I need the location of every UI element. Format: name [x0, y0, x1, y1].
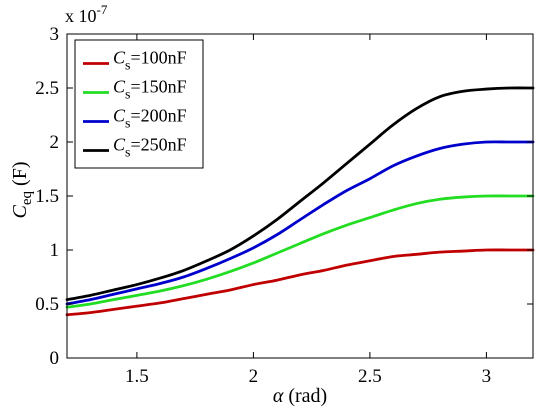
series-line-2: [65, 194, 535, 309]
legend-entry-1: Cs=100nF: [83, 48, 187, 74]
x-axis-title: α (rad): [273, 385, 327, 407]
y-tick-label: 1.5: [35, 186, 59, 207]
legend-label: Cs=150nF: [113, 77, 187, 103]
y-tick-label: 1: [50, 240, 60, 261]
y-multiplier: x 10-7: [65, 2, 108, 26]
legend-symbol: C: [113, 106, 126, 126]
legend-label: Cs=200nF: [113, 106, 187, 132]
y-axis-title: Ceq (F): [9, 162, 35, 219]
legend-value: =200nF: [130, 106, 186, 126]
ticks-layer: 1.5 2 2.5 3 0 0.5 1 1.5 2 2.5 3: [35, 24, 533, 387]
series-line-1: [65, 248, 535, 317]
y-tick-label: 0: [50, 348, 60, 369]
series-layer: [65, 86, 535, 317]
y-multiplier-exponent: -7: [97, 2, 108, 17]
legend-subscript: s: [125, 146, 130, 161]
legend-symbol: C: [113, 77, 126, 97]
x-axis-unit: (rad): [283, 385, 327, 407]
legend-value: =250nF: [130, 135, 186, 155]
legend-subscript: s: [125, 117, 130, 132]
y-tick-label: 2.5: [35, 78, 59, 99]
y-axis-subscript: eq: [19, 190, 35, 205]
legend-value: =150nF: [130, 77, 186, 97]
y-axis-unit: (F): [9, 162, 31, 191]
legend-label: Cs=100nF: [113, 48, 187, 74]
legend-subscript: s: [125, 88, 130, 103]
x-tick-label: 3: [482, 366, 492, 387]
series-line-4: [65, 86, 535, 302]
legend-symbol: C: [113, 135, 126, 155]
legend-entry-2: Cs=150nF: [83, 77, 187, 103]
x-tick-label: 2.5: [358, 366, 382, 387]
legend-entry-3: Cs=200nF: [83, 106, 187, 132]
y-tick-label: 0.5: [35, 294, 59, 315]
y-multiplier-base: x 10: [65, 6, 97, 26]
legend-value: =100nF: [130, 48, 186, 68]
y-axis-symbol: C: [9, 204, 31, 218]
legend-box: [74, 39, 204, 169]
y-tick-label: 3: [50, 24, 60, 45]
x-axis-symbol: α: [273, 385, 284, 407]
y-tick-label: 2: [50, 132, 60, 153]
legend-subscript: s: [125, 59, 130, 74]
legend-entry-4: Cs=250nF: [83, 135, 187, 161]
series-line-3: [65, 140, 535, 306]
x-tick-label: 2: [249, 366, 259, 387]
x-tick-label: 1.5: [125, 366, 149, 387]
legend-symbol: C: [113, 48, 126, 68]
legend-label: Cs=250nF: [113, 135, 187, 161]
